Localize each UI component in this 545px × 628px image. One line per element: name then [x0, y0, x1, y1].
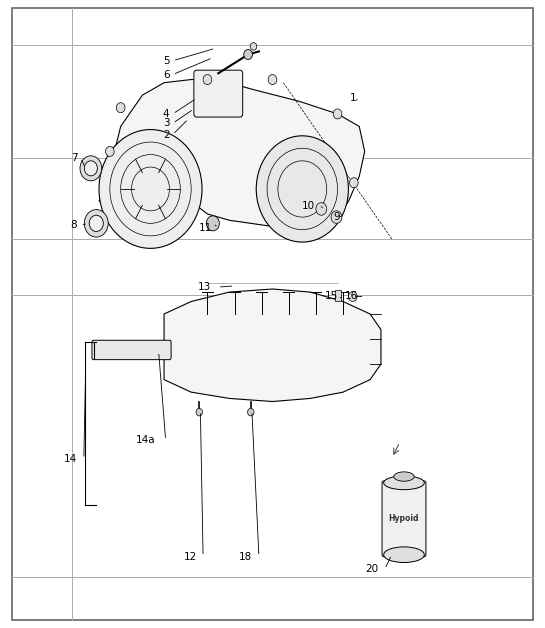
- Text: 4: 4: [163, 109, 169, 119]
- Text: 10: 10: [302, 202, 315, 212]
- Circle shape: [196, 408, 203, 416]
- Circle shape: [80, 156, 102, 181]
- Circle shape: [247, 408, 254, 416]
- Text: 14: 14: [64, 454, 77, 464]
- Circle shape: [84, 161, 98, 176]
- Text: 13: 13: [198, 282, 211, 292]
- Circle shape: [106, 146, 114, 156]
- Circle shape: [207, 216, 219, 231]
- Circle shape: [99, 129, 202, 248]
- Bar: [335, 290, 341, 301]
- Circle shape: [116, 102, 125, 112]
- Circle shape: [316, 203, 326, 215]
- Text: 18: 18: [239, 551, 252, 561]
- Text: 20: 20: [365, 564, 378, 574]
- Circle shape: [331, 211, 342, 224]
- Ellipse shape: [394, 472, 414, 481]
- Circle shape: [250, 43, 257, 50]
- Text: 6: 6: [163, 70, 169, 80]
- Circle shape: [84, 210, 108, 237]
- FancyBboxPatch shape: [382, 481, 426, 556]
- Text: Hypoid: Hypoid: [389, 514, 419, 523]
- PathPatch shape: [99, 80, 365, 227]
- Text: 7: 7: [71, 153, 77, 163]
- Text: 8: 8: [71, 220, 77, 230]
- Text: 3: 3: [163, 118, 169, 128]
- Text: 12: 12: [183, 551, 197, 561]
- Text: 5: 5: [163, 56, 169, 66]
- FancyBboxPatch shape: [92, 340, 171, 360]
- Text: 14a: 14a: [136, 435, 156, 445]
- Text: 15: 15: [324, 291, 337, 301]
- Circle shape: [203, 75, 212, 85]
- Text: 2: 2: [163, 129, 169, 139]
- Circle shape: [333, 109, 342, 119]
- Text: 11: 11: [198, 223, 212, 233]
- Circle shape: [89, 215, 104, 232]
- PathPatch shape: [164, 289, 381, 401]
- Ellipse shape: [384, 547, 425, 563]
- Circle shape: [244, 50, 252, 60]
- Circle shape: [348, 291, 357, 301]
- FancyBboxPatch shape: [194, 70, 243, 117]
- Text: 16: 16: [345, 291, 358, 301]
- Circle shape: [256, 136, 348, 242]
- Ellipse shape: [384, 476, 425, 490]
- Text: 9: 9: [334, 212, 340, 222]
- Circle shape: [349, 178, 358, 188]
- Text: 1: 1: [350, 94, 356, 103]
- Circle shape: [268, 75, 277, 85]
